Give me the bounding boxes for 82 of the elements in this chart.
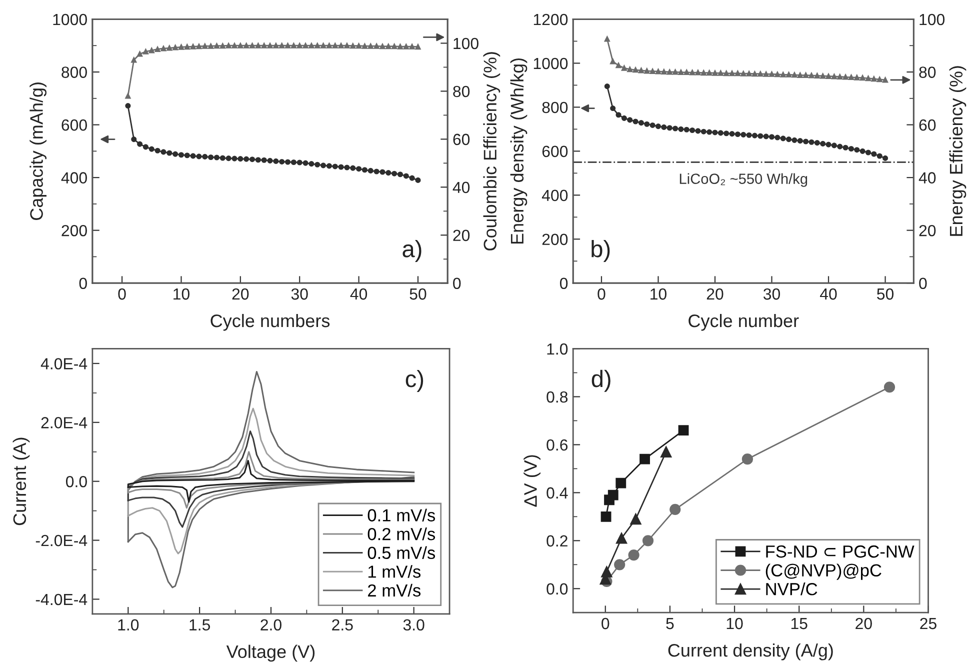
- y-axis-title: ΔV (V): [524, 455, 540, 507]
- y-tick-label: 4.0E-4: [40, 358, 88, 370]
- y-tick-label: 0.8: [546, 391, 568, 403]
- y2-tick-label: 40: [918, 172, 936, 184]
- y-axis-title: Capacity (mAh/g): [30, 82, 46, 220]
- y2-tick-label: 100: [920, 14, 945, 26]
- y-tick-label: 2.0E-4: [41, 417, 88, 428]
- y-tick-label: 200: [62, 224, 87, 236]
- y2-tick-label: 0: [919, 278, 927, 290]
- y-tick-label: 0: [79, 278, 87, 290]
- y2-tick-label: 60: [453, 134, 470, 146]
- x-tick-label: 10: [726, 618, 743, 630]
- x-axis-title: Cycle number: [688, 314, 799, 331]
- x-tick-label: 15: [791, 618, 808, 630]
- x-tick-label: 40: [350, 288, 368, 300]
- x-tick-label: 30: [291, 288, 308, 300]
- x-axis-title: Cycle numbers: [210, 314, 330, 331]
- y2-tick-label: 80: [453, 86, 470, 98]
- y-tick-label: 1200: [534, 14, 568, 26]
- x-axis-title: Voltage (V): [226, 644, 315, 662]
- y2-tick-label: 0: [453, 278, 461, 290]
- y-tick-label: 0.0: [546, 583, 568, 595]
- y2-tick-label: 100: [454, 38, 478, 50]
- y-tick-label: 800: [62, 66, 87, 78]
- y-axis-title: Energy density (Wh/kg): [510, 58, 528, 244]
- x-tick-label: 1.0: [118, 619, 139, 631]
- legend-label: 1 mV/s: [368, 565, 421, 578]
- x-tick-label: 10: [650, 288, 666, 300]
- x-tick-label: 5: [666, 618, 674, 630]
- annotation: b): [592, 240, 610, 262]
- y-tick-label: 1000: [534, 58, 568, 70]
- x-tick-label: 30: [763, 288, 780, 300]
- y2-tick-label: 40: [452, 182, 470, 194]
- y-tick-label: 0.6: [546, 439, 568, 451]
- legend-label: NVP/C: [766, 582, 818, 596]
- x-axis-title: Current density (A/g): [668, 643, 833, 660]
- y-tick-label: 0.0: [66, 476, 87, 488]
- y-tick-label: 800: [542, 102, 568, 114]
- x-tick-label: 10: [174, 288, 190, 300]
- x-tick-label: 50: [877, 288, 894, 300]
- y-tick-label: 400: [61, 172, 87, 184]
- y-axis-title: Current (A): [12, 438, 30, 526]
- x-tick-label: 0: [598, 288, 606, 300]
- y2-tick-label: 20: [453, 230, 470, 242]
- y2-tick-label: 60: [919, 119, 936, 131]
- y-tick-label: 600: [542, 146, 568, 158]
- legend-label: FS-ND ⊂ PGC-NW: [766, 545, 914, 558]
- y-tick-label: -4.0E-4: [36, 594, 88, 606]
- annotation: c): [406, 370, 424, 392]
- x-tick-label: 0: [602, 618, 610, 630]
- y-tick-label: 0.2: [546, 535, 568, 547]
- x-tick-label: 25: [920, 618, 936, 630]
- y-tick-label: 400: [542, 190, 568, 202]
- legend-label: 0.2 mV/s: [368, 528, 436, 540]
- y-tick-label: 1000: [53, 14, 87, 26]
- y2-tick-label: 80: [919, 66, 936, 78]
- x-tick-label: 40: [820, 288, 837, 300]
- x-tick-label: 1.5: [190, 619, 210, 631]
- ref-line-label: LiCoO₂ ~550 Wh/kg: [680, 173, 808, 187]
- y-tick-label: 1.0: [547, 343, 568, 355]
- legend-label: 2 mV/s: [368, 584, 421, 597]
- y2-axis-title: Energy Efficiency (%): [949, 66, 966, 236]
- x-tick-label: 0: [118, 288, 126, 300]
- annotation: d): [592, 370, 610, 392]
- y-tick-label: 0.4: [546, 487, 568, 499]
- legend-label: (C@NVP)@pC: [766, 564, 882, 580]
- x-tick-label: 20: [856, 618, 872, 630]
- y2-axis-title: Coulombic Efficiency (%): [483, 52, 500, 250]
- legend-label: 0.5 mV/s: [368, 546, 436, 560]
- x-tick-label: 3.0: [403, 619, 424, 631]
- x-tick-label: 20: [706, 288, 724, 300]
- y-tick-label: 200: [542, 234, 568, 246]
- x-tick-label: 2.5: [332, 619, 353, 631]
- y-tick-label: 600: [62, 119, 87, 131]
- legend-label: 0.1 mV/s: [368, 508, 436, 522]
- annotation: a): [402, 240, 422, 262]
- x-tick-label: 50: [410, 288, 426, 300]
- x-tick-label: 20: [232, 288, 249, 300]
- x-tick-label: 2.0: [260, 619, 282, 631]
- y-tick-label: 0: [560, 278, 568, 290]
- y2-tick-label: 20: [919, 224, 936, 236]
- y-tick-label: -2.0E-4: [36, 534, 88, 546]
